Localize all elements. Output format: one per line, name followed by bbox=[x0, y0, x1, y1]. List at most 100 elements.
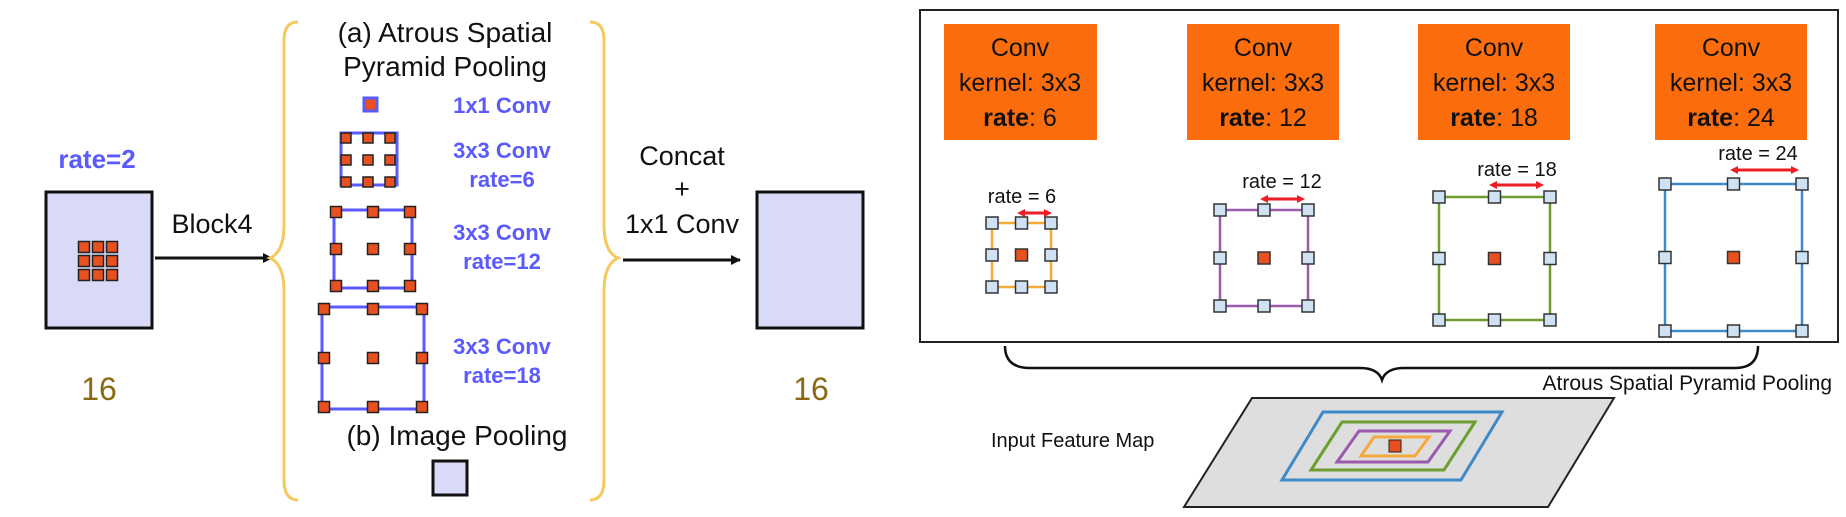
conv-box-2-kernel: kernel: 3x3 bbox=[1202, 69, 1324, 97]
input-feature-map-label: Input Feature Map bbox=[991, 430, 1154, 452]
sample-pixel bbox=[1658, 324, 1672, 338]
kernel-dot bbox=[105, 254, 119, 268]
left-brace bbox=[266, 20, 299, 502]
output-size-label: 16 bbox=[793, 371, 829, 407]
branch-rate12-line1: 3x3 Conv bbox=[453, 220, 552, 245]
kernel-dot bbox=[317, 302, 331, 316]
sample-pixel bbox=[1014, 216, 1029, 230]
rate6-label: rate = 6 bbox=[988, 186, 1056, 208]
center-pixel bbox=[1014, 248, 1029, 262]
kernel-dot bbox=[403, 279, 417, 293]
sample-pixel bbox=[1726, 177, 1741, 191]
kernel-dot bbox=[415, 351, 429, 365]
sample-pixel bbox=[1487, 313, 1502, 327]
sample-pixel bbox=[1301, 299, 1315, 313]
perspective-ring-rate6 bbox=[1358, 435, 1432, 458]
input-size-label: 16 bbox=[81, 371, 117, 407]
conv-box-4-kernel: kernel: 3x3 bbox=[1670, 69, 1792, 97]
kernel-dot bbox=[362, 176, 374, 188]
input-rate-label: rate=2 bbox=[58, 144, 135, 174]
perspective-ring-rate24 bbox=[1279, 410, 1505, 482]
branch-rate18-line1: 3x3 Conv bbox=[453, 334, 552, 359]
conv-rate12-kernel bbox=[329, 205, 417, 293]
kernel-dot bbox=[366, 302, 380, 316]
conv-box-3-rate: rate: 18 bbox=[1450, 104, 1538, 132]
concat-line2: + bbox=[674, 174, 690, 204]
aspp-title-line1: (a) Atrous Spatial bbox=[338, 17, 553, 48]
conv-box-2: Conv kernel: 3x3 rate: 12 bbox=[1187, 24, 1339, 140]
sample-pixel bbox=[1432, 251, 1446, 266]
sample-pixel bbox=[1257, 203, 1271, 217]
concat-line3: 1x1 Conv bbox=[625, 209, 740, 239]
conv-box-1-title: Conv bbox=[991, 34, 1050, 62]
branch-rate18-line2: rate=18 bbox=[463, 363, 541, 388]
kernel-dot bbox=[366, 279, 380, 293]
kernel-dot bbox=[403, 205, 417, 219]
atrous-kernels bbox=[985, 177, 1809, 338]
conv-box-4-rate: rate: 24 bbox=[1687, 104, 1775, 132]
conv-box-1-rate: rate: 6 bbox=[983, 104, 1057, 132]
branch-rate12-line2: rate=12 bbox=[463, 249, 541, 274]
kernel-dot bbox=[329, 242, 343, 256]
perspective-ring-rate18 bbox=[1308, 420, 1478, 472]
perspective-ring-rate12 bbox=[1334, 429, 1453, 464]
sample-pixel bbox=[1044, 280, 1058, 294]
kernel-dot bbox=[77, 254, 91, 268]
sample-pixel bbox=[1213, 203, 1227, 217]
conv-box-4: Conv kernel: 3x3 rate: 24 bbox=[1655, 24, 1807, 140]
block4-label: Block4 bbox=[171, 209, 252, 239]
kernel-dot bbox=[340, 154, 352, 166]
kernel-dot bbox=[403, 242, 417, 256]
kernel-dot bbox=[340, 176, 352, 188]
conv-box-1: Conv kernel: 3x3 rate: 6 bbox=[944, 24, 1097, 140]
conv-box-2-rate: rate: 12 bbox=[1219, 104, 1307, 132]
branch-rate6-line2: rate=6 bbox=[469, 167, 534, 192]
right-brace bbox=[589, 20, 622, 502]
aspp-label: Atrous Spatial Pyramid Pooling bbox=[1543, 372, 1832, 395]
kernel-dot bbox=[366, 242, 380, 256]
sample-pixel bbox=[1543, 313, 1557, 327]
kernel-dot bbox=[366, 205, 380, 219]
image-pooling-label: (b) Image Pooling bbox=[346, 420, 567, 451]
sample-pixel bbox=[1301, 203, 1315, 217]
conv-rate6-kernel bbox=[340, 132, 396, 188]
sample-pixel bbox=[1795, 324, 1809, 338]
aspp-brace bbox=[1003, 345, 1760, 384]
sample-pixel bbox=[985, 248, 999, 262]
rate18-arrow bbox=[1489, 181, 1544, 189]
sample-pixel bbox=[1044, 216, 1058, 230]
center-pixel bbox=[1726, 250, 1741, 265]
kernel-dot bbox=[384, 176, 396, 188]
sample-pixel bbox=[1213, 251, 1227, 265]
sample-pixel bbox=[1543, 251, 1557, 266]
conv-box-3-kernel: kernel: 3x3 bbox=[1433, 69, 1555, 97]
perspective-center-pixel bbox=[1388, 439, 1402, 453]
conv-box-3: Conv kernel: 3x3 rate: 18 bbox=[1418, 24, 1570, 140]
kernel-dot bbox=[415, 302, 429, 316]
branch-rate6-line1: 3x3 Conv bbox=[453, 138, 552, 163]
concat-line1: Concat bbox=[639, 141, 725, 171]
sample-pixel bbox=[1658, 250, 1672, 265]
rate24-label: rate = 24 bbox=[1718, 143, 1798, 165]
kernel-dot bbox=[77, 240, 91, 254]
sample-pixel bbox=[1658, 177, 1672, 191]
sample-pixel bbox=[1213, 299, 1227, 313]
conv-box-4-title: Conv bbox=[1702, 34, 1761, 62]
center-pixel bbox=[1487, 251, 1502, 266]
rate-arrows bbox=[1017, 166, 1799, 217]
kernel-dot bbox=[329, 279, 343, 293]
output-feature-map bbox=[755, 190, 865, 330]
sample-pixel bbox=[1487, 190, 1502, 204]
kernel-dot bbox=[366, 400, 380, 414]
sample-pixel bbox=[1014, 280, 1029, 294]
kernel-dot bbox=[362, 154, 374, 166]
sample-pixel bbox=[1543, 190, 1557, 204]
kernel-dot bbox=[77, 268, 91, 282]
conv-box-3-title: Conv bbox=[1465, 34, 1524, 62]
sample-pixel bbox=[1044, 248, 1058, 262]
sample-pixel bbox=[1257, 299, 1271, 313]
kernel-dot bbox=[384, 132, 396, 144]
right-panel: Conv kernel: 3x3 rate: 6 Conv kernel: 3x… bbox=[919, 9, 1839, 508]
sample-pixel bbox=[1301, 251, 1315, 265]
